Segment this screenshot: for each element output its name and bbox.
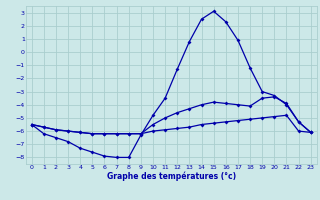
X-axis label: Graphe des températures (°c): Graphe des températures (°c) xyxy=(107,171,236,181)
